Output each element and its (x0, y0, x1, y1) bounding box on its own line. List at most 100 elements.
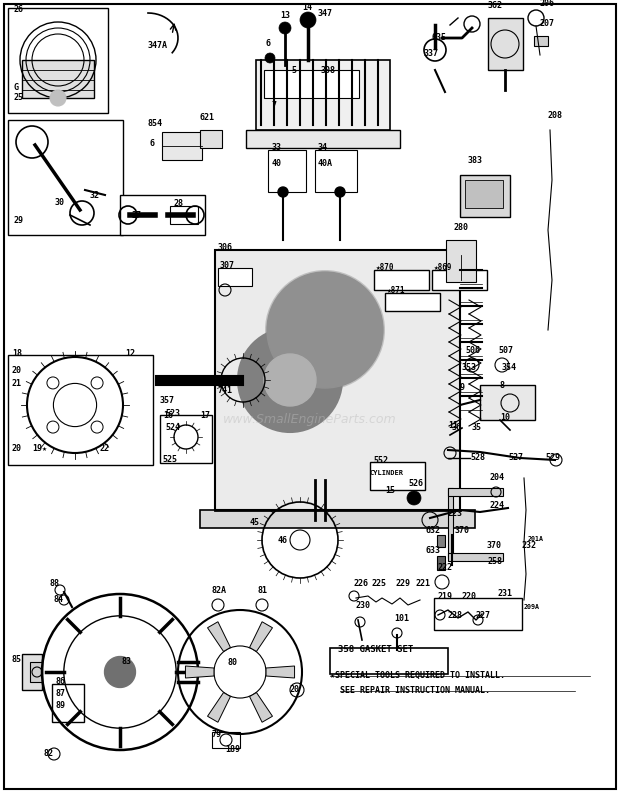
Text: 11: 11 (448, 421, 458, 430)
Bar (460, 175, 510, 217)
Text: 34: 34 (318, 143, 328, 152)
Bar (8, 355, 153, 465)
Text: 21: 21 (12, 379, 22, 388)
Text: 362: 362 (488, 1, 503, 10)
Text: 88: 88 (50, 579, 60, 588)
Text: 221: 221 (416, 579, 431, 588)
Text: 370: 370 (487, 541, 502, 550)
Bar (212, 732, 240, 748)
Text: 12: 12 (125, 349, 135, 358)
Text: www.SmallEngineParts.com: www.SmallEngineParts.com (223, 413, 397, 427)
Text: 370: 370 (455, 526, 470, 535)
Text: 32: 32 (90, 191, 100, 200)
Text: 36: 36 (452, 423, 462, 432)
Text: 357: 357 (160, 396, 175, 405)
Circle shape (300, 12, 316, 28)
Text: 231: 231 (498, 589, 513, 598)
Text: 854: 854 (147, 119, 162, 128)
Bar (8, 120, 123, 235)
Text: ★871: ★871 (387, 286, 405, 295)
Text: 19★: 19★ (32, 444, 47, 453)
Bar (160, 415, 212, 463)
Text: 9: 9 (460, 383, 465, 392)
Text: 40A: 40A (318, 159, 333, 168)
Text: 222: 222 (437, 563, 452, 572)
Text: G: G (14, 83, 19, 92)
Bar (200, 510, 475, 528)
Text: 552: 552 (373, 456, 388, 465)
Text: 10: 10 (500, 413, 510, 422)
Text: 635: 635 (432, 33, 447, 42)
Text: 80: 80 (228, 658, 238, 667)
Bar (256, 60, 390, 130)
Text: 523: 523 (165, 409, 180, 418)
Bar (437, 556, 445, 570)
Circle shape (238, 328, 342, 432)
Text: 85: 85 (12, 655, 22, 664)
Bar (30, 662, 42, 682)
Bar (488, 18, 523, 70)
Polygon shape (250, 622, 272, 651)
Text: 22: 22 (100, 444, 110, 453)
Text: 506: 506 (465, 346, 480, 355)
Bar (268, 150, 306, 192)
Text: 226: 226 (353, 579, 368, 588)
Text: SEE REPAIR INSTRUCTION MANUAL.: SEE REPAIR INSTRUCTION MANUAL. (340, 686, 490, 695)
Bar (465, 180, 503, 208)
Bar (264, 70, 359, 98)
Text: 507: 507 (498, 346, 513, 355)
Bar (534, 36, 548, 46)
Text: 26: 26 (14, 5, 24, 14)
Text: 28: 28 (173, 199, 183, 208)
Text: 7: 7 (271, 101, 276, 110)
Bar (315, 150, 357, 192)
Text: 633: 633 (425, 546, 440, 555)
Bar (218, 268, 252, 286)
Bar (52, 684, 84, 722)
Circle shape (267, 272, 383, 388)
Text: 306: 306 (218, 243, 233, 252)
Text: 81: 81 (258, 586, 268, 595)
Text: 18: 18 (12, 349, 22, 358)
Text: 16: 16 (163, 411, 173, 420)
Polygon shape (208, 692, 231, 722)
Text: 84: 84 (54, 595, 64, 604)
Circle shape (265, 53, 275, 63)
Text: 220: 220 (462, 592, 477, 601)
Text: 20: 20 (12, 366, 22, 375)
Bar (446, 240, 476, 282)
Text: 308: 308 (321, 66, 336, 75)
Text: ★870: ★870 (376, 263, 394, 272)
Text: 8: 8 (500, 381, 505, 390)
Bar (8, 8, 108, 113)
Bar (385, 293, 440, 311)
Text: 223: 223 (448, 509, 463, 518)
Text: 307: 307 (220, 261, 235, 270)
Bar (170, 206, 198, 224)
Text: 280: 280 (454, 223, 469, 232)
Text: 525: 525 (162, 455, 177, 464)
Text: 35: 35 (472, 423, 482, 432)
Polygon shape (208, 622, 231, 651)
Circle shape (279, 22, 291, 34)
Text: 337: 337 (424, 49, 439, 58)
Bar (370, 462, 425, 490)
Text: ★SPECIAL TOOLS REQUIRED TO INSTALL.: ★SPECIAL TOOLS REQUIRED TO INSTALL. (330, 671, 505, 680)
Text: 33: 33 (272, 143, 282, 152)
Bar (437, 535, 445, 547)
Text: 83: 83 (122, 657, 132, 666)
Text: 5: 5 (291, 66, 296, 75)
Text: 25: 25 (14, 93, 24, 102)
Text: 46: 46 (278, 536, 288, 545)
Text: 20: 20 (290, 685, 300, 694)
Text: 204: 204 (490, 473, 505, 482)
Text: 27: 27 (132, 211, 142, 220)
Text: 30: 30 (55, 198, 65, 207)
Text: 14: 14 (302, 3, 312, 12)
Text: 86: 86 (55, 677, 65, 686)
Bar (120, 195, 205, 235)
Bar (22, 60, 94, 98)
Text: ★869: ★869 (434, 263, 453, 272)
Bar (374, 270, 429, 290)
Text: 528: 528 (470, 453, 485, 462)
